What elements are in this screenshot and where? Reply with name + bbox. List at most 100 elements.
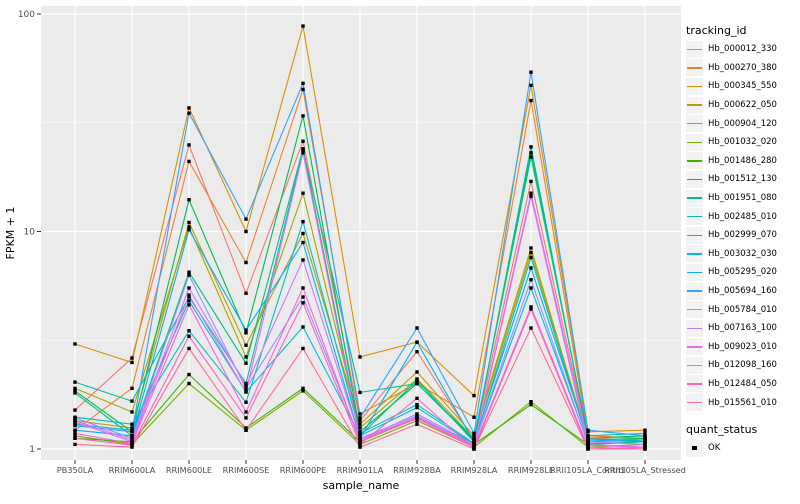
data-point xyxy=(244,390,248,394)
data-point xyxy=(586,434,590,438)
data-point xyxy=(358,442,362,447)
data-point xyxy=(472,447,476,451)
series-color-line-icon xyxy=(687,160,702,162)
legend-key-line xyxy=(686,301,703,319)
legend-entry: Hb_000345_550 xyxy=(686,77,800,96)
data-point xyxy=(358,416,362,420)
data-point xyxy=(358,422,362,426)
data-point xyxy=(472,440,476,444)
data-point xyxy=(529,98,533,103)
data-point xyxy=(415,350,419,354)
data-point xyxy=(586,428,590,432)
data-point xyxy=(301,219,305,224)
data-point xyxy=(301,346,305,351)
series-color-line-icon xyxy=(687,327,702,329)
data-point xyxy=(529,191,533,195)
legend-label: Hb_007163_100 xyxy=(708,323,777,334)
data-point xyxy=(586,438,590,442)
legend-key-line xyxy=(686,208,703,226)
legend-entry: Hb_003032_030 xyxy=(686,245,800,264)
data-point xyxy=(244,355,248,359)
series-color-line-icon xyxy=(687,122,702,125)
x-tick-label: RRII105LA_Control xyxy=(550,465,626,475)
data-point xyxy=(73,416,77,420)
legend-key-line xyxy=(686,356,703,374)
data-point xyxy=(301,191,305,195)
data-point xyxy=(358,431,362,436)
data-point xyxy=(529,326,533,330)
legend-key-line xyxy=(686,263,703,281)
data-point xyxy=(73,389,77,393)
data-point xyxy=(643,438,647,442)
data-point xyxy=(358,438,362,442)
legend-label: Hb_000345_550 xyxy=(708,81,777,92)
data-point xyxy=(73,420,77,424)
data-point xyxy=(301,231,305,236)
series-color-line-icon xyxy=(687,67,702,69)
data-point xyxy=(586,445,590,449)
data-point xyxy=(130,410,134,414)
data-point xyxy=(301,151,305,155)
legend-key-line xyxy=(686,375,703,393)
legend-key-line xyxy=(686,338,703,356)
legend-key-line xyxy=(686,282,703,300)
data-point xyxy=(415,405,419,410)
legend-entry: Hb_001486_280 xyxy=(686,152,800,171)
data-point xyxy=(529,255,533,260)
legend-label: Hb_005694_160 xyxy=(708,286,777,297)
data-point xyxy=(244,260,248,265)
series-color-line-icon xyxy=(687,346,702,348)
data-point xyxy=(244,416,248,420)
legend-key-line xyxy=(686,77,703,95)
legend-label: Hb_012098_160 xyxy=(708,360,777,371)
data-point xyxy=(187,159,191,164)
legend-key-line xyxy=(686,40,703,58)
data-point xyxy=(529,266,533,270)
data-point xyxy=(643,428,647,432)
data-point xyxy=(73,342,77,346)
data-point xyxy=(358,355,362,359)
data-point xyxy=(73,391,77,395)
data-point xyxy=(529,305,533,309)
y-axis-title: FPKM + 1 xyxy=(4,207,17,260)
series-color-line-icon xyxy=(687,253,702,255)
x-tick-label: RRIM928BA xyxy=(393,465,441,475)
legend-label: Hb_000622_050 xyxy=(708,100,777,111)
data-point xyxy=(358,440,362,444)
data-point xyxy=(301,24,305,28)
legend-entry: Hb_009023_010 xyxy=(686,338,800,357)
data-point xyxy=(244,400,248,404)
data-point xyxy=(130,399,134,403)
legend-entry: Hb_005694_160 xyxy=(686,282,800,301)
series-color-line-icon xyxy=(687,197,702,199)
data-point xyxy=(472,415,476,419)
legend-key-line xyxy=(686,115,703,133)
data-point xyxy=(301,87,305,92)
data-point xyxy=(472,445,476,449)
x-tick-label: RRIM901LA xyxy=(337,465,384,475)
data-point xyxy=(130,426,134,430)
x-tick-label: RRIM928LA xyxy=(451,465,498,475)
data-point xyxy=(187,106,191,110)
data-point xyxy=(187,299,191,303)
legend-label: Hb_002999_070 xyxy=(708,230,777,241)
legend-key-line xyxy=(686,189,703,207)
data-point xyxy=(244,426,248,430)
legend-entry: Hb_012098_160 xyxy=(686,356,800,375)
data-point xyxy=(301,139,305,143)
x-tick-label: RRIM928LE xyxy=(508,465,554,475)
data-point xyxy=(187,143,191,147)
legend-key-line xyxy=(686,226,703,244)
data-point xyxy=(301,148,305,152)
data-point xyxy=(472,431,476,436)
data-point xyxy=(415,340,419,344)
data-point xyxy=(244,361,248,365)
legend-entry: Hb_000622_050 xyxy=(686,96,800,115)
data-point xyxy=(244,229,248,234)
x-tick-label: RRIM600LE xyxy=(166,465,212,475)
data-point xyxy=(187,225,191,229)
data-point xyxy=(244,291,248,295)
data-point xyxy=(415,378,419,382)
data-point xyxy=(187,334,191,338)
